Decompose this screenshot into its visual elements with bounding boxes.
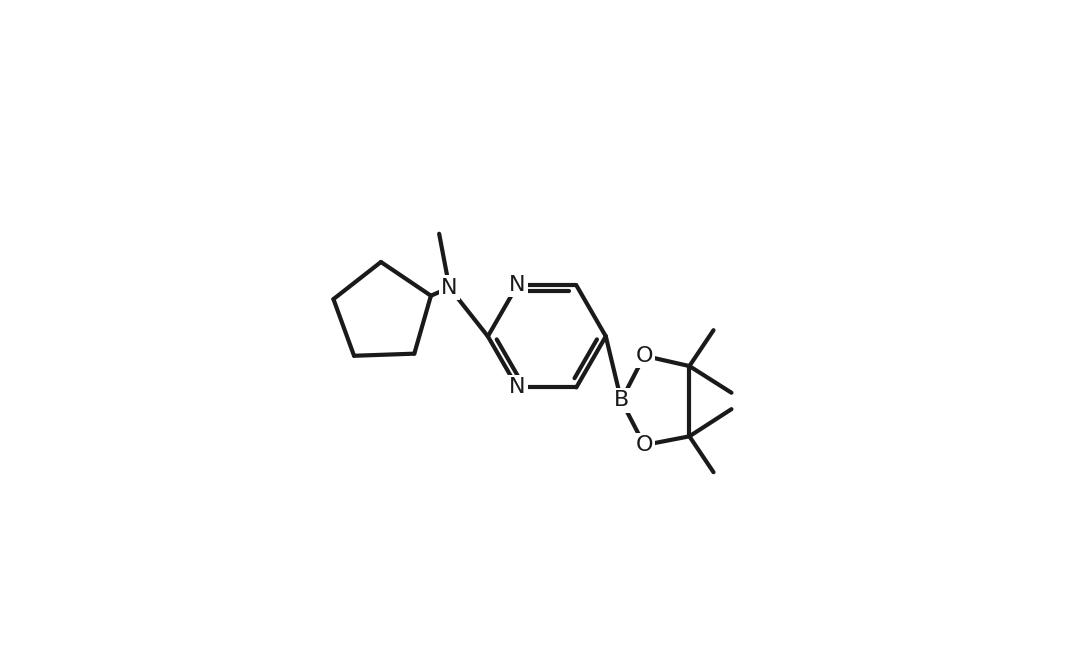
Text: N: N (442, 278, 458, 298)
Text: O: O (636, 435, 653, 455)
Text: N: N (509, 378, 525, 398)
Text: N: N (509, 275, 525, 295)
Text: O: O (636, 346, 653, 366)
Text: B: B (613, 390, 629, 410)
